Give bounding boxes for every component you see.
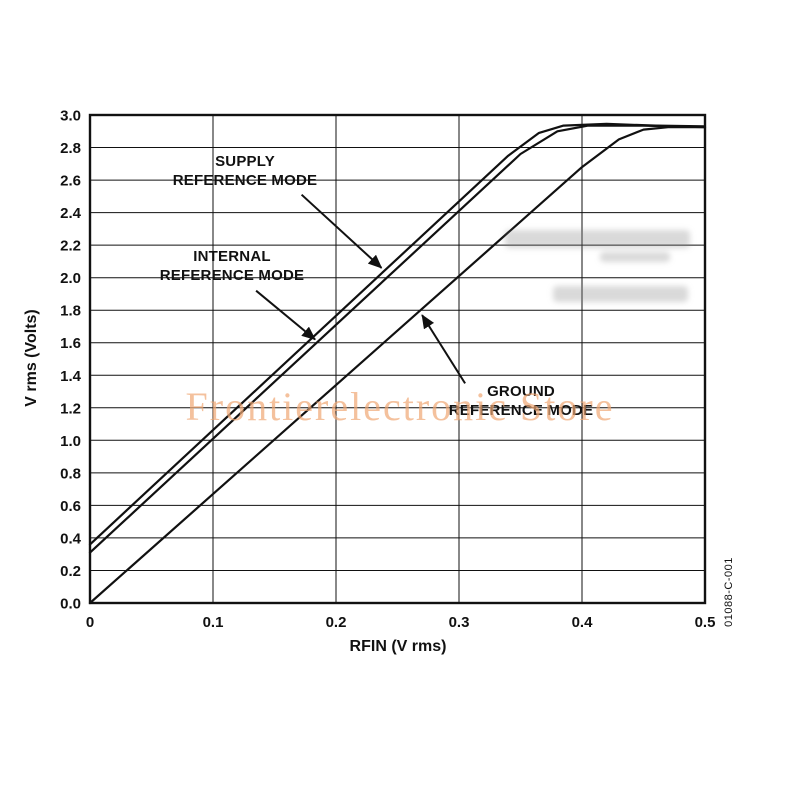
annotation-internal-reference-mode: INTERNAL REFERENCE MODE [122,247,342,285]
x-tick-label: 0.3 [449,614,470,631]
y-tick-label: 2.0 [60,270,81,287]
watermark-remnant-artifact [553,286,688,302]
annotation-text-line: REFERENCE MODE [448,402,594,419]
series-line-ground-reference-mode [88,126,707,605]
watermark-remnant-artifact [505,230,690,248]
x-axis-title: RFIN (V rms) [349,638,447,655]
annotation-text-line: REFERENCE MODE [172,172,318,189]
y-tick-label: 0.2 [60,563,81,580]
y-tick-label: 0.8 [60,465,81,482]
y-tick-label: 2.2 [60,238,81,255]
y-tick-label: 0.4 [60,530,82,547]
plot-border [88,113,707,605]
annotation-arrow-internal [255,289,316,341]
watermark-remnant-artifact [600,252,670,262]
y-tick-label: 0.0 [60,596,81,613]
annotation-arrow-supply [300,193,383,269]
y-tick-label: 1.6 [60,335,81,352]
x-tick-label: 0.5 [695,614,716,631]
annotation-text-line: REFERENCE MODE [159,267,305,284]
y-axis-title: V rms (Volts) [23,309,40,407]
annotation-text-line: INTERNAL [193,248,271,265]
annotation-arrow-ground [421,314,466,384]
y-tick-label: 1.4 [60,368,82,385]
x-tick-label: 0.1 [203,614,224,631]
y-tick-label: 2.8 [60,140,81,157]
y-tick-label: 2.6 [60,173,81,190]
x-tick-label: 0 [86,614,94,631]
y-tick-label: 1.0 [60,433,81,450]
series-line-internal-reference-mode [88,124,707,554]
y-tick-label: 1.8 [60,303,81,320]
annotation-supply-reference-mode: SUPPLY REFERENCE MODE [135,152,355,190]
y-tick-label: 3.0 [60,108,81,125]
x-tick-label: 0.4 [572,614,594,631]
x-tick-label: 0.2 [326,614,347,631]
y-tick-label: 2.4 [60,205,82,222]
figure-reference-code: 01088-C-001 [723,557,735,627]
annotation-text-line: GROUND [487,383,555,400]
annotation-text-line: SUPPLY [215,153,275,170]
y-tick-label: 0.6 [60,498,81,515]
annotation-ground-reference-mode: GROUND REFERENCE MODE [410,382,632,420]
y-tick-label: 1.2 [60,400,81,417]
